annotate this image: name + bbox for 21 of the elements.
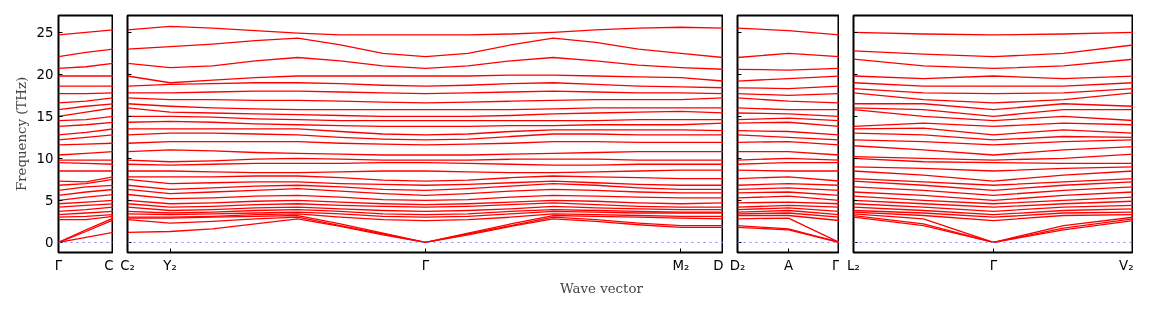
x-tick-label: C₂ [120,257,135,273]
x-axis-title: Wave vector [560,280,644,296]
x-tick-label: Y₂ [162,257,177,273]
x-tick-label: L₂ [847,257,860,273]
y-tick-label: 10 [36,151,54,167]
x-tick-label: Γ [989,257,998,273]
x-tick-label: Γ [421,257,430,273]
y-tick-label: 15 [36,109,54,125]
x-tick-label: C [104,257,114,273]
x-tick-label: Γ [54,257,63,273]
x-tick-label: A [783,257,794,273]
y-tick-label: 20 [36,67,54,83]
x-tick-label: D₂ [729,257,746,273]
x-tick-label: D [713,257,724,273]
y-tick-label: 5 [45,193,54,209]
x-tick-label: M₂ [672,257,690,273]
y-axis-title: Frequency (THz) [13,76,29,192]
x-tick-label: Γ [832,257,841,273]
x-tick-label: V₂ [1119,257,1134,273]
y-tick-label: 25 [36,25,54,41]
y-tick-label: 0 [45,235,54,251]
